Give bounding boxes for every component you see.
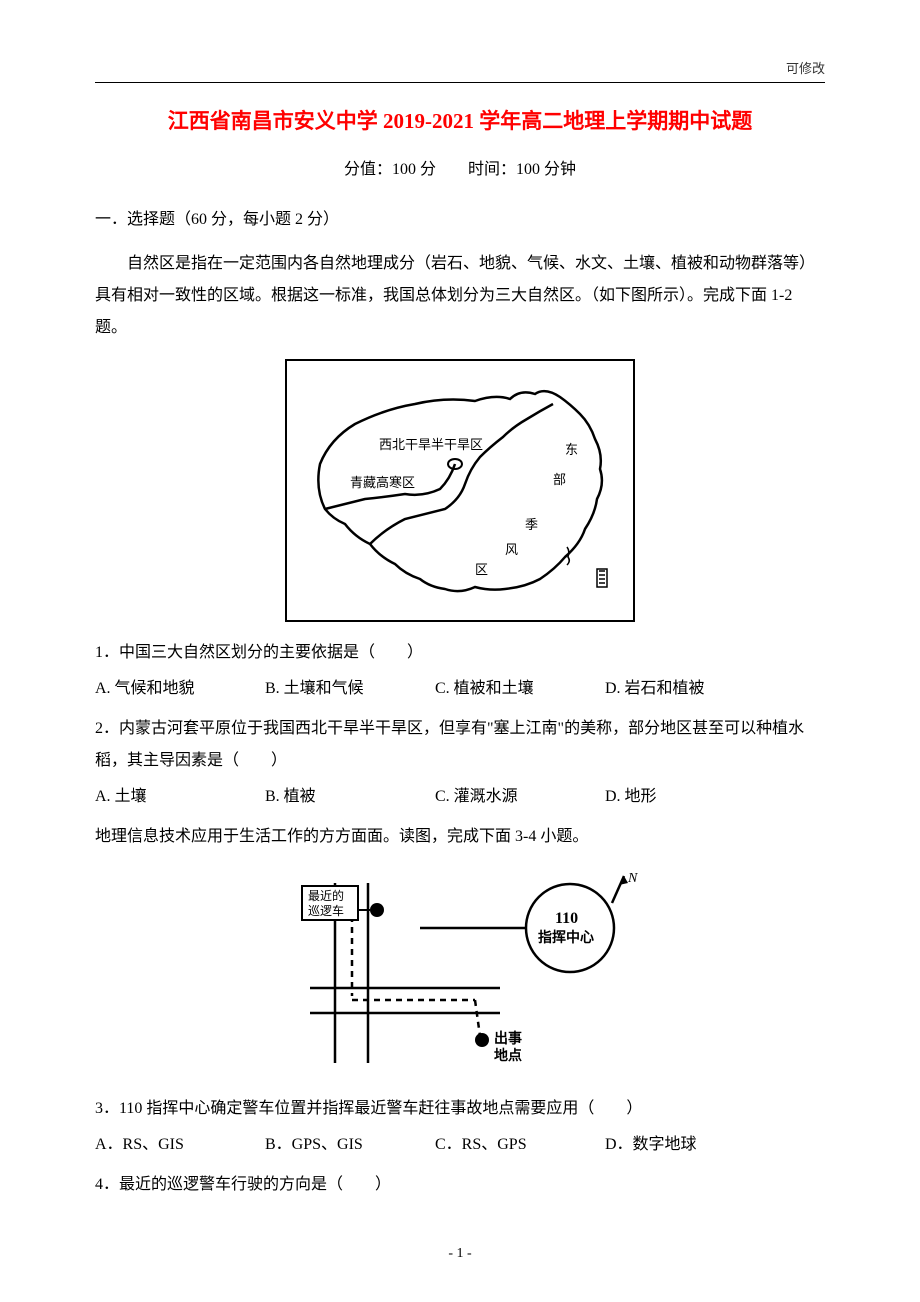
svg-text:N: N <box>627 871 638 886</box>
svg-text:110: 110 <box>555 910 578 927</box>
q1-option-d: D. 岩石和植被 <box>605 673 705 705</box>
dispatch-svg: 最近的 巡逻车 110 指挥中心 出事 地点 N <box>280 868 640 1068</box>
svg-text:青藏高寒区: 青藏高寒区 <box>350 475 415 490</box>
q3-option-a: A．RS、GIS <box>95 1129 265 1161</box>
svg-text:最近的: 最近的 <box>308 888 344 903</box>
q2-option-a: A. 土壤 <box>95 781 265 813</box>
q3-option-c: C．RS、GPS <box>435 1129 605 1161</box>
svg-text:季: 季 <box>525 517 538 532</box>
dispatch-diagram: 最近的 巡逻车 110 指挥中心 出事 地点 N <box>95 868 825 1073</box>
svg-text:部: 部 <box>553 472 566 487</box>
svg-text:西北干旱半干旱区: 西北干旱半干旱区 <box>379 437 483 452</box>
china-map-figure: 西北干旱半干旱区 青藏高寒区 东 部 季 风 区 <box>95 359 825 622</box>
question-1: 1．中国三大自然区划分的主要依据是（ ） <box>95 637 825 669</box>
intro-34: 地理信息技术应用于生活工作的方方面面。读图，完成下面 3-4 小题。 <box>95 821 825 853</box>
svg-text:地点: 地点 <box>494 1047 522 1064</box>
header-watermark: 可修改 <box>786 58 825 77</box>
document-title: 江西省南昌市安义中学 2019-2021 学年高二地理上学期期中试题 <box>95 105 825 135</box>
china-map-svg: 西北干旱半干旱区 青藏高寒区 东 部 季 风 区 <box>295 369 625 607</box>
q1-option-a: A. 气候和地貌 <box>95 673 265 705</box>
page-number: - 1 - <box>0 1246 920 1262</box>
svg-text:区: 区 <box>475 562 488 577</box>
q3-option-d: D．数字地球 <box>605 1129 697 1161</box>
svg-text:指挥中心: 指挥中心 <box>538 929 594 946</box>
question-2: 2．内蒙古河套平原位于我国西北干旱半干旱区，但享有"塞上江南"的美称，部分地区甚… <box>95 713 825 777</box>
section-heading: 一．选择题（60 分，每小题 2 分） <box>95 204 825 236</box>
question-2-options: A. 土壤 B. 植被 C. 灌溉水源 D. 地形 <box>95 781 825 813</box>
q2-option-d: D. 地形 <box>605 781 657 813</box>
q3-option-b: B．GPS、GIS <box>265 1129 435 1161</box>
svg-text:风: 风 <box>505 542 518 557</box>
q1-option-c: C. 植被和土壤 <box>435 673 605 705</box>
question-3-options: A．RS、GIS B．GPS、GIS C．RS、GPS D．数字地球 <box>95 1129 825 1161</box>
intro-paragraph: 自然区是指在一定范围内各自然地理成分（岩石、地貌、气候、水文、土壤、植被和动物群… <box>95 248 825 344</box>
svg-text:出事: 出事 <box>494 1030 522 1047</box>
q2-option-c: C. 灌溉水源 <box>435 781 605 813</box>
q2-option-b: B. 植被 <box>265 781 435 813</box>
question-4: 4．最近的巡逻警车行驶的方向是（ ） <box>95 1169 825 1201</box>
svg-text:东: 东 <box>565 442 578 457</box>
document-subtitle: 分值：100 分 时间：100 分钟 <box>95 155 825 179</box>
q1-option-b: B. 土壤和气候 <box>265 673 435 705</box>
svg-text:巡逻车: 巡逻车 <box>308 903 344 918</box>
header-underline <box>95 82 825 83</box>
question-3: 3．110 指挥中心确定警车位置并指挥最近警车赶往事故地点需要应用（ ） <box>95 1093 825 1125</box>
question-1-options: A. 气候和地貌 B. 土壤和气候 C. 植被和土壤 D. 岩石和植被 <box>95 673 825 705</box>
